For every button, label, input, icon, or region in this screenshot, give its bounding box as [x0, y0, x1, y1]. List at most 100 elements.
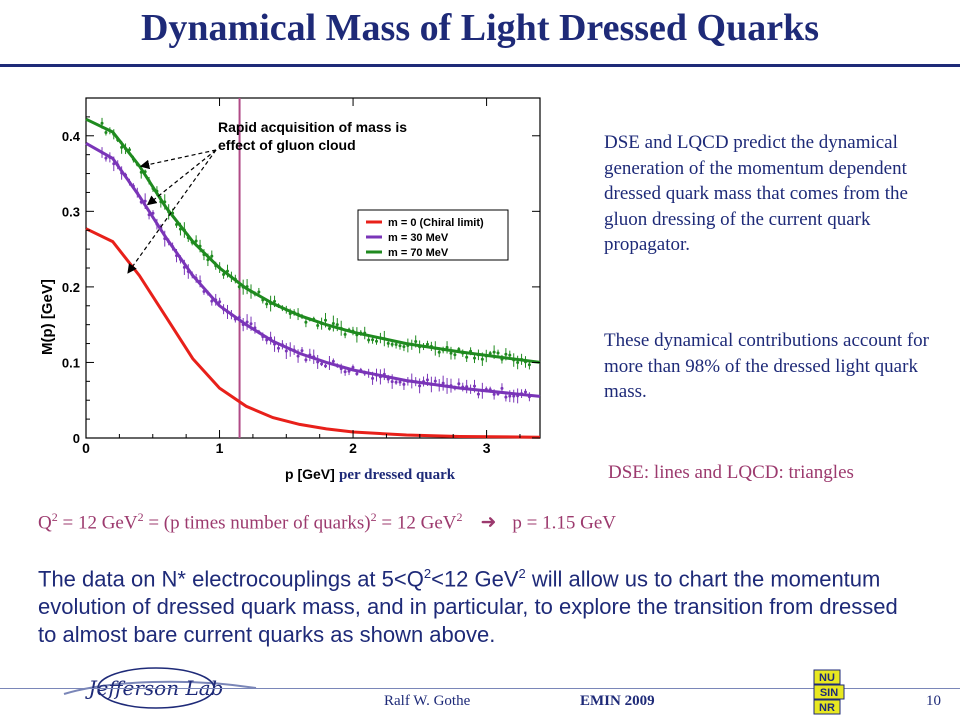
lattice-point — [414, 380, 418, 384]
lattice-point — [108, 129, 112, 133]
lattice-point — [320, 322, 324, 326]
lattice-point — [167, 240, 171, 244]
footer-author: Ralf W. Gothe — [384, 693, 471, 709]
lattice-point — [488, 388, 492, 392]
lattice-point — [261, 335, 265, 339]
lattice-point — [194, 239, 198, 243]
lattice-point — [190, 273, 194, 277]
lattice-point — [476, 353, 480, 357]
chart-ticks: 0 1 2 3 0 0.1 0.2 0.3 0.4 — [62, 98, 540, 456]
lattice-point — [120, 171, 124, 175]
lattice-point — [124, 147, 128, 151]
formula-sup: 2 — [370, 510, 377, 524]
lattice-point — [225, 269, 229, 273]
lattice-point — [457, 347, 461, 351]
legend-label: m = 70 MeV — [388, 247, 449, 259]
lattice-point — [363, 331, 367, 335]
lattice-point — [410, 379, 414, 383]
lattice-point — [484, 387, 488, 391]
lattice-point — [265, 302, 269, 306]
lattice-point — [449, 384, 453, 388]
formula-part: = 12 GeV — [376, 512, 457, 534]
legend-label: m = 30 MeV — [388, 232, 449, 244]
lattice-point — [465, 355, 469, 359]
right-arrow-icon: ➜ — [480, 512, 497, 534]
lattice-point — [273, 299, 277, 303]
lattice-point — [367, 371, 371, 375]
chart-legend: m = 0 (Chiral limit) m = 30 MeV m = 70 MeV — [357, 209, 509, 261]
lattice-point — [374, 339, 378, 343]
y-tick-label: 0.3 — [62, 204, 80, 219]
lattice-point — [422, 345, 426, 349]
lattice-point — [378, 375, 382, 379]
lattice-point — [186, 236, 190, 240]
lattice-point — [500, 357, 504, 361]
lattice-point — [175, 223, 179, 227]
lattice-point — [331, 359, 335, 363]
lattice-point — [324, 318, 328, 322]
lattice-point — [139, 170, 143, 174]
lattice-point — [229, 275, 233, 279]
lattice-point — [229, 313, 233, 317]
lattice-point — [163, 200, 167, 204]
lattice-point — [308, 353, 312, 357]
lattice-point — [355, 372, 359, 376]
lattice-point — [300, 349, 304, 353]
lattice-point — [496, 351, 500, 355]
lattice-point — [120, 145, 124, 149]
y-tick-label: 0 — [73, 431, 80, 446]
lattice-point — [492, 350, 496, 354]
lattice-point — [437, 350, 441, 354]
lattice-point — [190, 240, 194, 244]
lattice-point — [414, 339, 418, 343]
lattice-point — [351, 329, 355, 333]
lattice-point — [433, 346, 437, 350]
lattice-point — [245, 320, 249, 324]
lattice-point — [406, 379, 410, 383]
lattice-point — [429, 344, 433, 348]
lattice-point — [159, 226, 163, 230]
lattice-point — [390, 342, 394, 346]
lattice-point — [237, 316, 241, 320]
lattice-point — [418, 384, 422, 388]
lattice-point — [465, 385, 469, 389]
emin-logo: NU SIN NR — [813, 669, 845, 715]
lattice-point — [261, 298, 265, 302]
lattice-point — [390, 380, 394, 384]
chart-annotation: Rapid acquisition of mass is effect of gl… — [127, 119, 407, 274]
lattice-point — [359, 368, 363, 372]
title-divider — [0, 64, 960, 67]
lattice-point — [339, 326, 343, 330]
lattice-point — [182, 265, 186, 269]
lattice-point — [453, 353, 457, 357]
lattice-point — [206, 258, 210, 262]
lattice-point — [222, 307, 226, 311]
lattice-point — [214, 264, 218, 268]
lattice-point — [116, 138, 120, 142]
series-line-1 — [85, 141, 541, 398]
lattice-point — [359, 331, 363, 335]
lattice-point — [398, 380, 402, 384]
lattice-point — [386, 377, 390, 381]
lattice-point — [210, 254, 214, 258]
annotation-arrow — [127, 149, 217, 274]
lattice-point — [449, 351, 453, 355]
lattice-point — [347, 369, 351, 373]
annotation-arrow — [139, 149, 217, 170]
lattice-point — [516, 394, 520, 398]
lattice-point — [304, 320, 308, 324]
lattice-point — [347, 328, 351, 332]
lattice-point — [276, 346, 280, 350]
lattice-point — [508, 394, 512, 398]
footer-conference: EMIN 2009 — [580, 693, 655, 709]
lattice-point — [155, 189, 159, 193]
lattice-point — [343, 332, 347, 336]
lattice-point — [143, 199, 147, 203]
mass-function-chart: 0 1 2 300.10.20.30.4 m = 0 (Chiral limit)m … — [39, 97, 541, 483]
lattice-point — [210, 299, 214, 303]
lattice-point — [147, 213, 151, 217]
lattice-point — [171, 245, 175, 249]
lattice-point — [218, 300, 222, 304]
lattice-point — [292, 310, 296, 314]
lattice-point — [508, 353, 512, 357]
